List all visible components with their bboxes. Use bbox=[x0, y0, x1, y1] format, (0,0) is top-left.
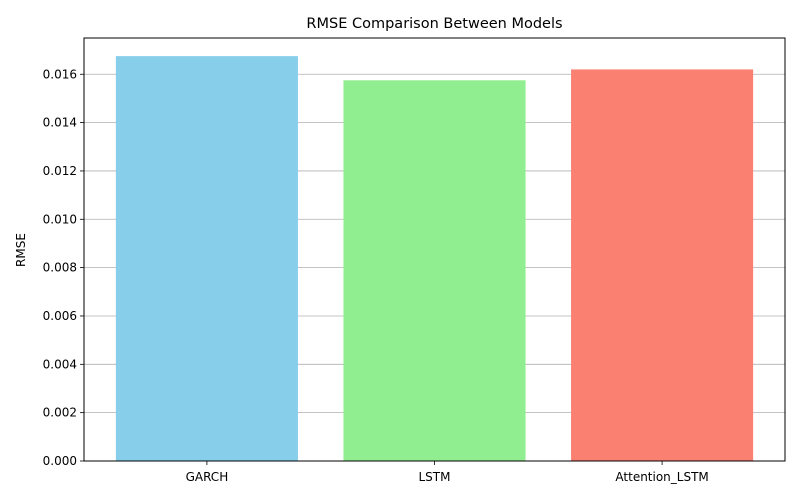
y-tick-label: 0.002 bbox=[43, 406, 77, 420]
bars bbox=[115, 56, 754, 462]
y-axis-title: RMSE bbox=[14, 233, 28, 267]
y-axis-ticks: 0.000 0.002 0.004 0.006 0.008 0.010 0.012 0.014… bbox=[43, 67, 84, 468]
y-tick-label: 0.000 bbox=[43, 454, 77, 468]
x-axis-ticks: GARCH LSTM Attention_LSTM bbox=[186, 461, 709, 484]
x-tick-label: Attention_LSTM bbox=[615, 470, 708, 484]
chart-title: RMSE Comparison Between Models bbox=[306, 16, 562, 32]
y-tick-label: 0.016 bbox=[43, 67, 77, 81]
y-tick-label: 0.008 bbox=[43, 261, 77, 275]
bar-attention-lstm bbox=[571, 69, 754, 462]
x-tick-label: LSTM bbox=[419, 470, 451, 484]
bar-garch bbox=[115, 56, 298, 461]
y-tick-label: 0.006 bbox=[43, 309, 77, 323]
bar-lstm bbox=[343, 80, 526, 462]
y-tick-label: 0.004 bbox=[43, 357, 77, 371]
x-tick-label: GARCH bbox=[186, 470, 229, 484]
plot-frame bbox=[83, 37, 786, 462]
y-tick-label: 0.012 bbox=[43, 164, 77, 178]
y-tick-label: 0.014 bbox=[43, 116, 77, 130]
y-tick-label: 0.010 bbox=[43, 212, 77, 226]
